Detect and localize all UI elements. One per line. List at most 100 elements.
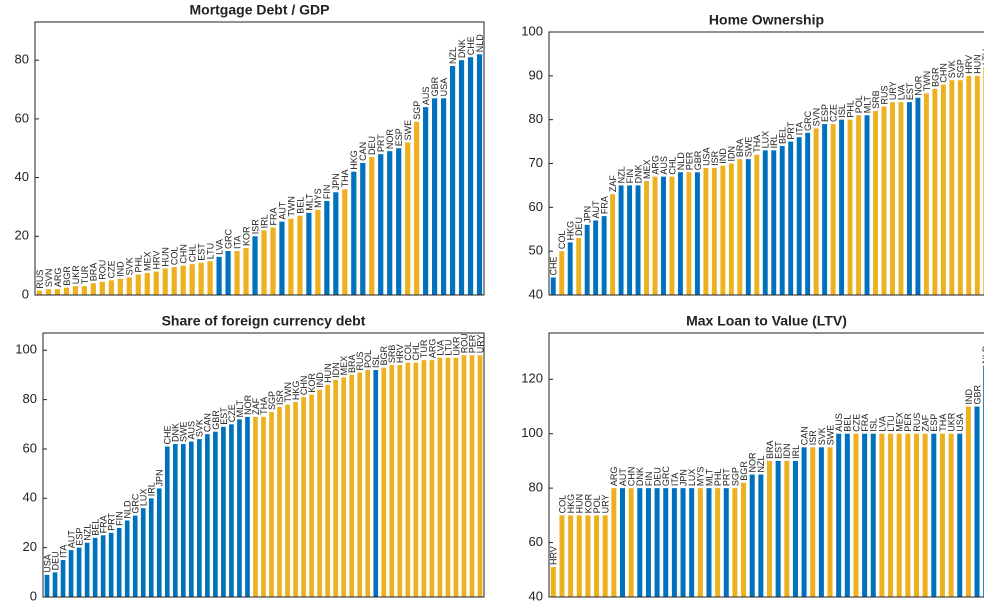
bar — [957, 80, 963, 295]
bar — [60, 559, 66, 597]
bar-label: CHL — [411, 343, 421, 361]
bar — [373, 370, 379, 597]
bar — [822, 124, 828, 295]
bar — [879, 433, 885, 597]
y-tick-label: 40 — [529, 588, 543, 603]
bar — [180, 265, 186, 295]
bar — [779, 145, 785, 295]
bar-label: HKG — [349, 150, 359, 170]
bar — [801, 447, 807, 597]
bar — [205, 434, 210, 597]
bar — [957, 433, 963, 597]
bar — [635, 185, 641, 295]
y-tick-label: 60 — [529, 534, 543, 549]
bar — [576, 515, 582, 597]
bar — [550, 567, 556, 597]
bar-label: JPN — [583, 206, 593, 223]
y-tick-label: 80 — [529, 480, 543, 495]
bar-label: HUN — [973, 54, 983, 74]
bar-label: PER — [903, 413, 913, 432]
bar-label: BRA — [735, 139, 745, 158]
bar-label: GBR — [972, 384, 982, 404]
bar-label: EST — [219, 407, 229, 425]
bar — [873, 110, 878, 296]
bar-label: RUS — [879, 86, 889, 105]
bar — [706, 488, 712, 597]
bar-label: LUX — [687, 469, 697, 487]
y-tick-label: 0 — [22, 286, 29, 301]
bar-label: IND — [116, 261, 126, 277]
bar-label: CHL — [188, 244, 198, 262]
chart-title: Max Loan to Value (LTV) — [686, 313, 847, 329]
bar — [467, 57, 474, 296]
bar — [306, 212, 312, 295]
bar — [378, 154, 384, 295]
bar-label: GBR — [693, 150, 703, 170]
bar-label: ISR — [275, 390, 285, 406]
bar — [965, 406, 971, 597]
bar-label: BRA — [89, 263, 99, 282]
bar-label: PHL — [845, 100, 855, 118]
bar — [429, 360, 435, 597]
bar-label: BGR — [930, 67, 940, 87]
bar — [788, 141, 794, 295]
y-tick-label: 70 — [529, 155, 543, 170]
bar — [905, 433, 911, 597]
bar-label: TUR — [80, 265, 90, 284]
bar — [619, 488, 626, 597]
bar-label: PRT — [376, 134, 386, 152]
bar — [932, 88, 938, 295]
bar — [974, 75, 980, 295]
bar-label: GRC — [131, 493, 141, 514]
bar — [164, 446, 170, 597]
bar — [270, 227, 276, 295]
bar — [269, 411, 274, 597]
bar-label: CZE — [851, 414, 861, 432]
bar-label: GBR — [430, 76, 440, 96]
bar-label: BEL — [295, 197, 305, 214]
bar — [301, 397, 306, 597]
bar-label: COL — [557, 495, 567, 514]
bar-label: IDN — [331, 362, 341, 378]
bar — [440, 98, 447, 296]
bar-label: PHL — [713, 469, 723, 487]
bar-label: HUN — [575, 494, 585, 514]
bar-label: ISL — [837, 104, 847, 118]
bar — [856, 115, 862, 296]
bar-label: DEU — [574, 217, 584, 236]
bar — [680, 488, 686, 597]
bar-label: MLT — [235, 400, 245, 418]
bar-label: SWE — [825, 425, 835, 446]
bar — [52, 572, 58, 597]
bar-label: KOR — [307, 373, 317, 393]
bar-label: ROU — [98, 260, 108, 280]
bar-label: IRL — [147, 482, 157, 496]
bar-label: BRA — [765, 440, 775, 459]
bar — [593, 220, 599, 295]
bar — [317, 389, 322, 597]
bar-label: HRV — [549, 546, 559, 565]
bar — [432, 98, 438, 296]
bar-label: ESP — [394, 128, 404, 146]
bar — [309, 394, 314, 597]
bar-label: COL — [170, 247, 180, 266]
bar — [207, 261, 213, 295]
bar — [477, 355, 483, 597]
bar-label: BGR — [379, 346, 389, 366]
bar — [888, 433, 894, 597]
y-tick-label: 40 — [15, 169, 29, 184]
bar — [297, 215, 303, 295]
bar-label: ESP — [929, 414, 939, 432]
bar-label: PRT — [107, 513, 117, 531]
bar-label: ISL — [371, 354, 381, 368]
bar — [245, 416, 250, 597]
bar — [913, 433, 920, 597]
bar-label: SVK — [195, 419, 205, 437]
bar — [628, 488, 634, 597]
bar-label: AUS — [834, 413, 844, 432]
bar — [198, 262, 204, 295]
bar-label: NOR — [748, 452, 758, 473]
bar-label: UKR — [451, 336, 461, 356]
bar-label: UKR — [71, 265, 81, 285]
